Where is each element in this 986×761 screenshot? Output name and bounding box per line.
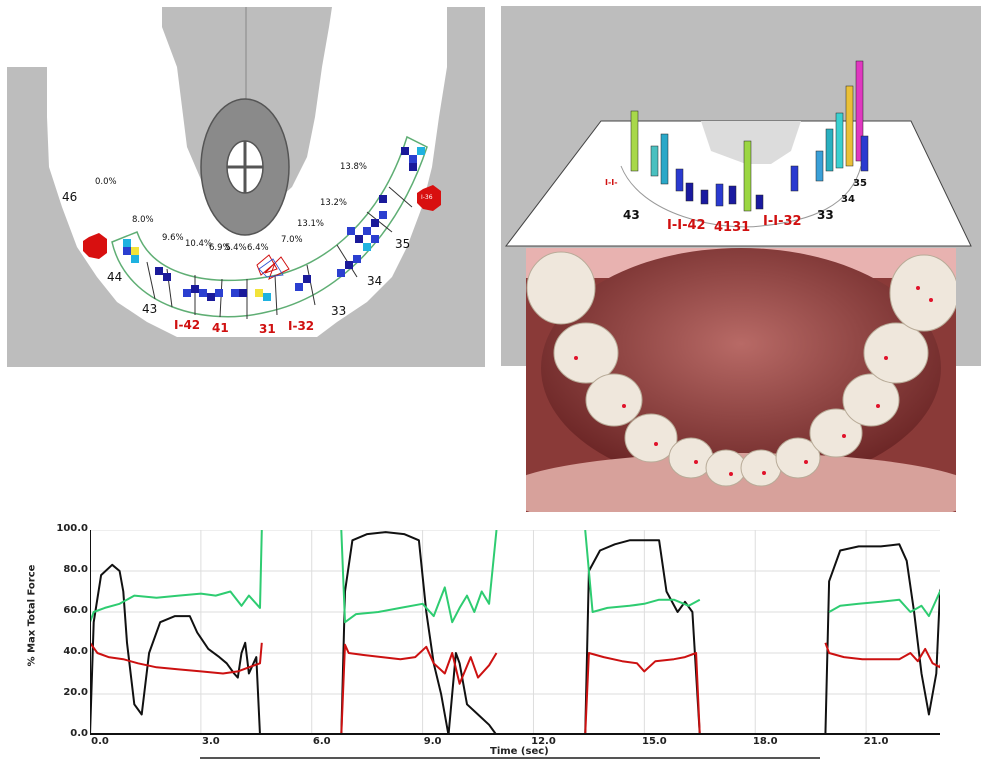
occlusal-force-map: I-45 I-36 46 44 43 I-42 41 31 I-32 33 34… [7, 7, 485, 367]
tooth-label-i42: I-42 [174, 318, 201, 332]
tooth-label-35: 35 [395, 237, 411, 251]
bar3d-label-i32: I-I-32 [763, 214, 802, 229]
force-bar [728, 185, 737, 205]
marker-right-octagon [417, 185, 441, 211]
y-tick-label: 100.0 [56, 523, 88, 534]
tooth-label-43: 43 [142, 302, 158, 316]
force-bar [855, 60, 864, 162]
force-bar [790, 165, 799, 192]
series-line-2 [340, 643, 498, 736]
series-line-0 [584, 539, 701, 736]
force-bar [835, 112, 844, 169]
occlusal-map-graphic [7, 7, 447, 337]
bar3d-label-34: 34 [841, 194, 855, 205]
force-bar [715, 183, 724, 207]
x-tick-label: 12.0 [531, 736, 556, 747]
force-bar [755, 194, 764, 210]
y-tick-label: 40.0 [63, 646, 88, 657]
force-3d-graphic [504, 60, 972, 247]
bar-group [630, 60, 869, 212]
marker-label-right: I-36 [421, 194, 433, 201]
tooth-label-33: 33 [331, 304, 347, 318]
force-bar [825, 128, 834, 172]
tooth-label-46: 46 [62, 190, 78, 204]
force-bar [660, 133, 669, 185]
bar3d-label-i42: I-I-42 [667, 218, 706, 233]
pct-label: 7.0% [281, 235, 303, 245]
x-tick-label: 0.0 [91, 736, 109, 747]
pct-label: 13.8% [340, 162, 368, 172]
intraoral-photo [526, 248, 956, 512]
pct-label: 6.9% [209, 243, 231, 253]
bar3d-label-35: 35 [853, 178, 867, 189]
bar3d-label-4131: 4131 [714, 220, 751, 235]
x-tick-label: 3.0 [202, 736, 220, 747]
time-scrollbar[interactable] [200, 757, 820, 759]
bar3d-label-43: 43 [623, 208, 640, 222]
pct-label: 9.6% [162, 233, 184, 243]
x-tick-label: 9.0 [423, 736, 442, 747]
marker-left-octagon [83, 233, 107, 259]
force-bar [845, 85, 854, 167]
y-tick-label: 20.0 [63, 687, 88, 698]
x-tick-label: 21.0 [863, 736, 889, 747]
y-axis-label: % Max Total Force [26, 564, 38, 667]
force-bar [860, 135, 869, 172]
y-tick-label: 80.0 [63, 564, 88, 575]
pct-label: 8.0% [132, 215, 154, 225]
force-bar [743, 140, 752, 212]
series-line-2 [584, 652, 701, 736]
tooth-label-41: 41 [212, 321, 229, 335]
tooth-label-34: 34 [367, 274, 383, 288]
force-time-chart [89, 529, 949, 736]
pct-label: 0.0% [95, 177, 117, 187]
force-time-plot [89, 529, 949, 736]
series-line-2 [89, 642, 263, 675]
series-line-1 [584, 529, 701, 613]
series-line-0 [89, 563, 261, 736]
pct-label: 6.4% [247, 243, 269, 253]
bar3d-fragment-label: I-I- [605, 178, 618, 187]
pct-label: 10.4% [185, 239, 213, 249]
bar3d-label-33: 33 [817, 208, 834, 222]
series-line-0 [824, 543, 949, 736]
intraoral-photo-graphic [526, 248, 956, 512]
y-tick-label: 60.0 [63, 605, 88, 616]
force-bar [815, 150, 824, 182]
marker-label-left: I-45 [87, 228, 99, 235]
x-tick-label: 18.0 [752, 736, 778, 747]
series-line-1 [340, 529, 498, 624]
force-bar [650, 145, 659, 177]
pct-label: 13.1% [297, 219, 325, 229]
force-bar [675, 168, 684, 192]
pct-label: 5.4% [225, 243, 247, 253]
tooth-label-i32: I-32 [288, 319, 315, 333]
series-line-1 [89, 529, 263, 623]
force-bar [630, 110, 639, 172]
force-bar [685, 182, 694, 202]
x-tick-label: 15.0 [642, 736, 667, 747]
tooth-label-44: 44 [107, 270, 123, 284]
x-tick-label: 6.0 [312, 736, 331, 747]
series-line-1 [828, 590, 949, 618]
x-axis-label: Time (sec) [490, 746, 549, 757]
series-line-0 [340, 531, 498, 736]
pct-label: 13.2% [320, 198, 348, 208]
tooth-label-31: 31 [259, 322, 276, 336]
y-tick-label: 0.0 [70, 728, 88, 739]
force-bar [700, 189, 709, 205]
